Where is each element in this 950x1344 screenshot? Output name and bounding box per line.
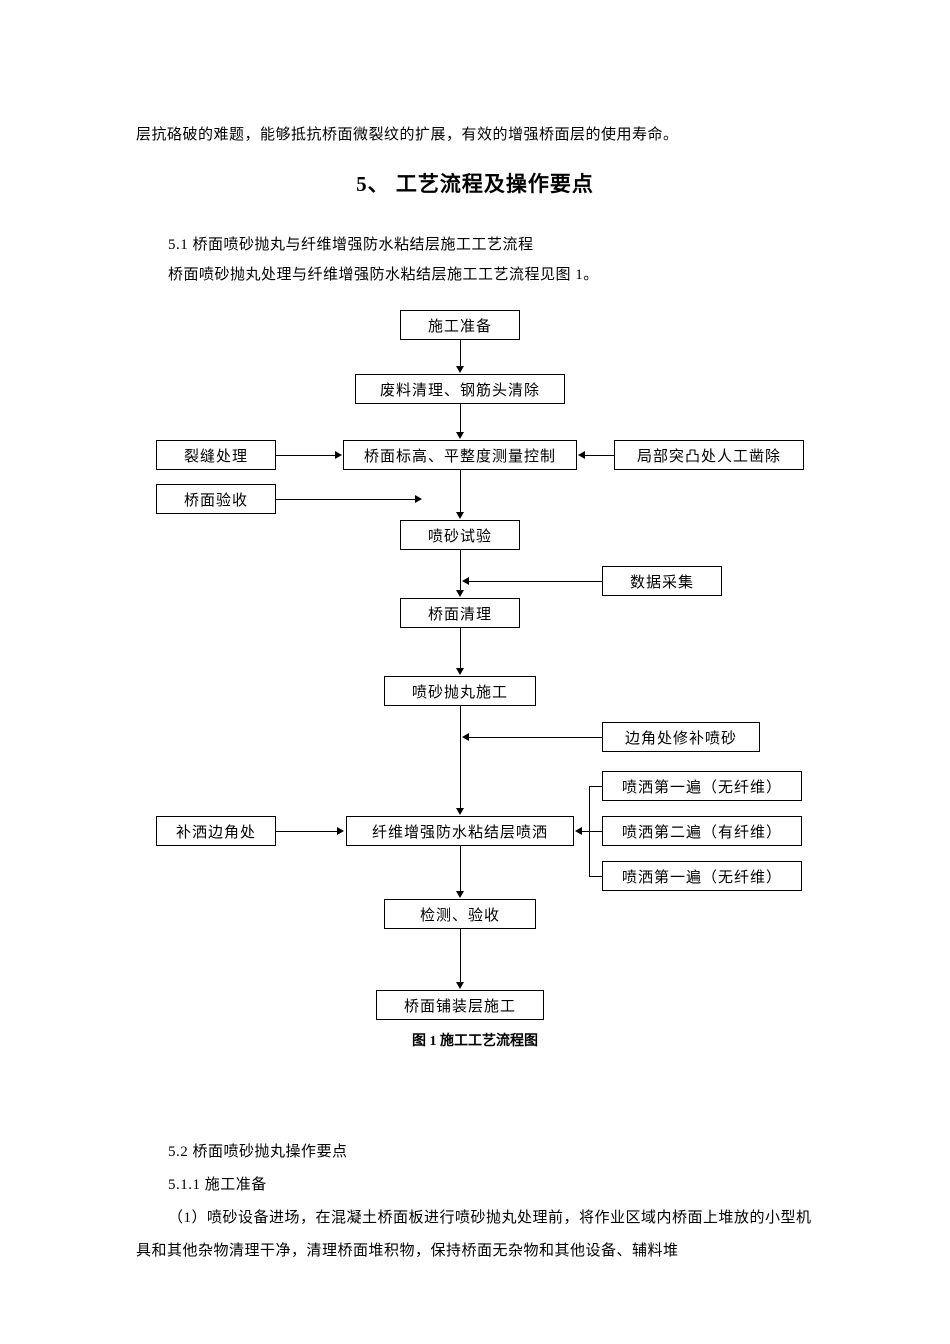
arrow-left-icon [578,451,585,459]
arrow-down-icon [456,590,464,597]
node-spray-2: 喷洒第二遍（有纤维） [602,816,802,846]
arrow-right-icon [335,451,342,459]
node-waste-clean: 废料清理、钢筋头清除 [355,374,565,404]
node-shotblast-work: 喷砂抛丸施工 [384,676,536,706]
subsection-5-1-1: 5.1.1 施工准备 [168,1169,814,1202]
node-elevation-control: 桥面标高、平整度测量控制 [343,440,577,470]
arrow-down-icon [456,891,464,898]
connector [460,550,461,591]
node-surface-clean: 桥面清理 [400,598,520,628]
subsection-5-1: 5.1 桥面喷砂抛丸与纤维增强防水粘结层施工工艺流程 [168,230,814,260]
arrow-left-icon [462,733,469,741]
connector [581,831,589,832]
node-prep: 施工准备 [400,310,520,340]
page: 层抗硌破的难题，能够抵抗桥面微裂纹的扩展，有效的增强桥面层的使用寿命。 5、 工… [0,0,950,1344]
arrow-down-icon [456,668,464,675]
arrow-down-icon [456,982,464,989]
connector [460,706,461,809]
node-data-collect: 数据采集 [602,566,722,596]
connector [589,786,602,787]
connector [276,831,338,832]
connector [460,846,461,892]
arrow-left-icon [575,827,582,835]
arrow-down-icon [456,432,464,439]
node-spray-1b: 喷洒第一遍（无纤维） [602,861,802,891]
arrow-left-icon [462,577,469,585]
arrow-right-icon [415,495,422,503]
subsection-5-1-line2: 桥面喷砂抛丸处理与纤维增强防水粘结层施工工艺流程见图 1。 [168,260,814,290]
connector [468,581,602,582]
connector [460,929,461,983]
arrow-down-icon [456,512,464,519]
connector [460,628,461,669]
arrow-down-icon [456,366,464,373]
connector [468,737,602,738]
intro-text: 层抗硌破的难题，能够抵抗桥面微裂纹的扩展，有效的增强桥面层的使用寿命。 [136,120,814,150]
node-edge-repair: 边角处修补喷砂 [602,722,760,752]
connector [584,455,614,456]
node-fiber-waterproof: 纤维增强防水粘结层喷洒 [346,816,574,846]
node-supplement-edge: 补洒边角处 [156,816,276,846]
node-crack-treat: 裂缝处理 [156,440,276,470]
node-protrusion-remove: 局部突凸处人工凿除 [614,440,804,470]
arrow-down-icon [456,808,464,815]
node-inspect-accept: 检测、验收 [384,899,536,929]
connector [276,455,336,456]
flowchart-container: 施工准备 废料清理、钢筋头清除 裂缝处理 桥面标高、平整度测量控制 局部突凸处人… [136,310,814,1090]
section-title: 5、 工艺流程及操作要点 [136,168,814,198]
arrow-right-icon [337,827,344,835]
subsection-5-2: 5.2 桥面喷砂抛丸操作要点 [168,1136,814,1169]
node-sandblast-test: 喷砂试验 [400,520,520,550]
paragraph-1: （1）喷砂设备进场，在混凝土桥面板进行喷砂抛丸处理前，将作业区域内桥面上堆放的小… [136,1202,814,1268]
node-bridge-accept: 桥面验收 [156,484,276,514]
connector [460,470,461,513]
node-pavement-work: 桥面铺装层施工 [376,990,544,1020]
connector [276,499,416,500]
node-spray-1a: 喷洒第一遍（无纤维） [602,771,802,801]
connector [589,831,602,832]
connector [589,876,602,877]
connector [460,340,461,367]
connector [460,404,461,433]
flowchart-caption: 图 1 施工工艺流程图 [136,1030,814,1050]
body-section: 5.2 桥面喷砂抛丸操作要点 5.1.1 施工准备 （1）喷砂设备进场，在混凝土… [136,1136,814,1268]
